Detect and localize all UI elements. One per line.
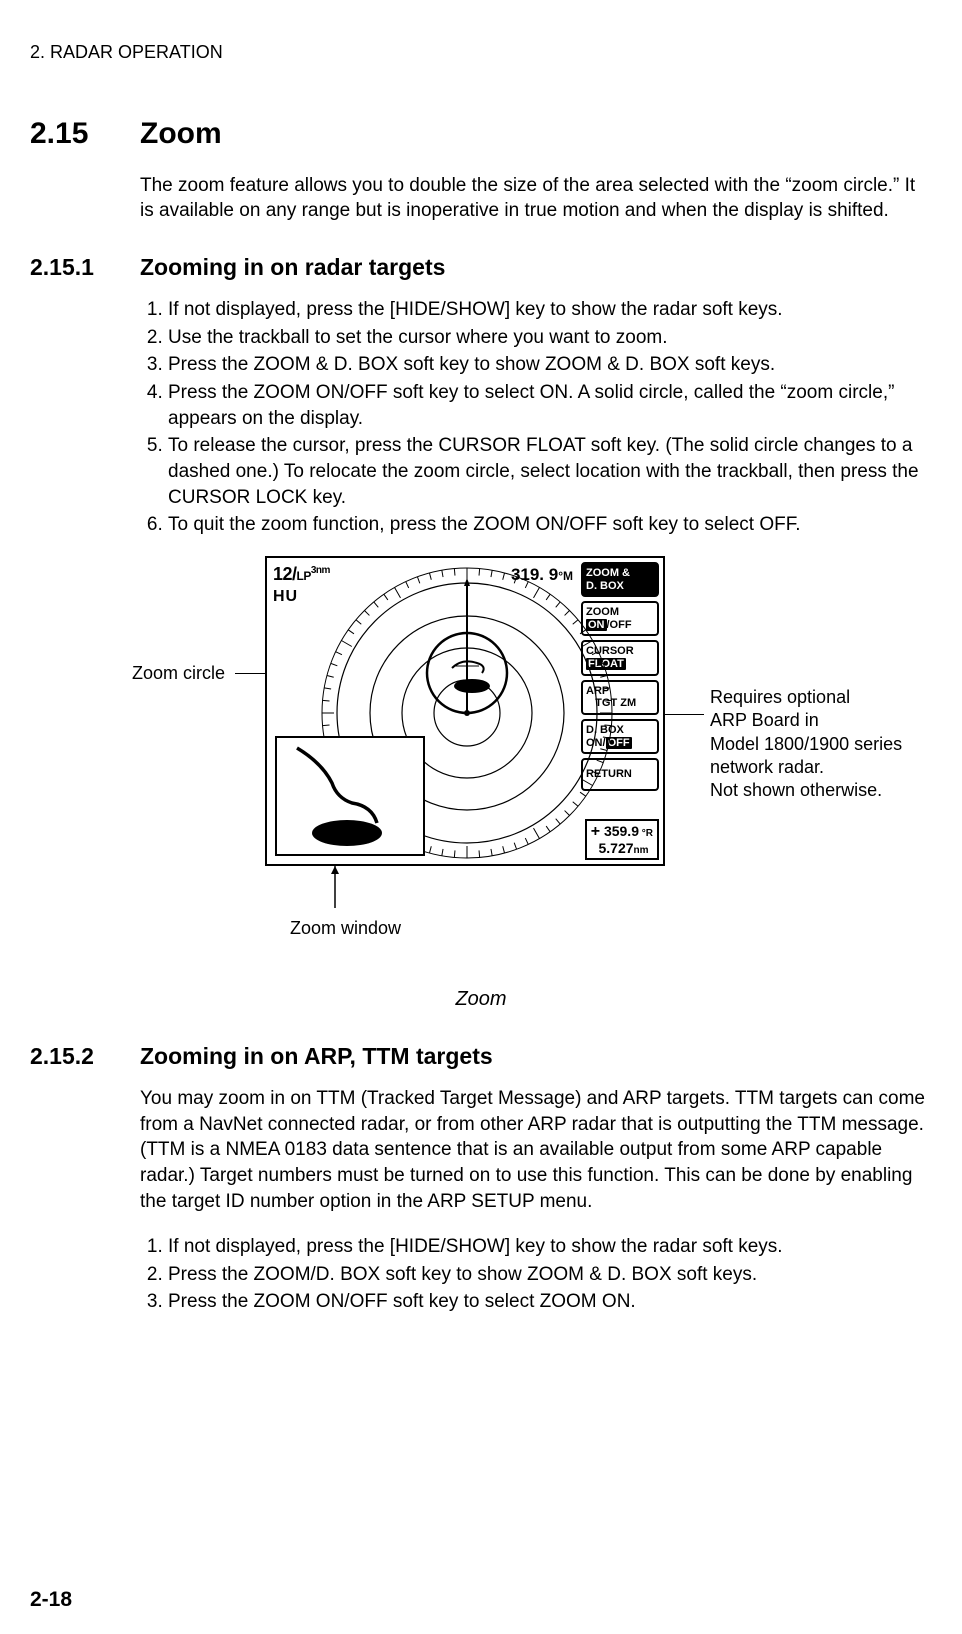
section-number: 2.15 bbox=[30, 114, 140, 155]
subsection-1-title: Zooming in on radar targets bbox=[140, 252, 445, 283]
list-item: Press the ZOOM/D. BOX soft key to show Z… bbox=[168, 1262, 932, 1288]
radar-display: 12/LP3nm HU 319. 9°M ZOOM & D. BOX ZOOM … bbox=[265, 556, 665, 866]
section-heading: 2.15 Zoom bbox=[30, 114, 932, 155]
procedure-list-2: If not displayed, press the [HIDE/SHOW] … bbox=[140, 1234, 932, 1315]
chapter-header: 2. RADAR OPERATION bbox=[30, 40, 932, 64]
procedure-list-1: If not displayed, press the [HIDE/SHOW] … bbox=[140, 297, 932, 538]
list-item: Press the ZOOM & D. BOX soft key to show… bbox=[168, 352, 932, 378]
callout-zoom-window: Zoom window bbox=[290, 916, 401, 940]
subsection-2-number: 2.15.2 bbox=[30, 1041, 140, 1072]
radar-wrap: 12/LP3nm HU 319. 9°M ZOOM & D. BOX ZOOM … bbox=[265, 556, 725, 916]
list-item: Use the trackball to set the cursor wher… bbox=[168, 325, 932, 351]
zoom-window-svg bbox=[277, 738, 423, 854]
page-number: 2-18 bbox=[30, 1586, 72, 1614]
list-item: To quit the zoom function, press the ZOO… bbox=[168, 512, 932, 538]
intro-paragraph: The zoom feature allows you to double th… bbox=[140, 173, 932, 224]
subsection-2-heading: 2.15.2 Zooming in on ARP, TTM targets bbox=[30, 1041, 932, 1072]
callout-line bbox=[664, 714, 704, 716]
subsection-2-title: Zooming in on ARP, TTM targets bbox=[140, 1041, 493, 1072]
list-item: If not displayed, press the [HIDE/SHOW] … bbox=[168, 1234, 932, 1260]
arrow-icon bbox=[325, 866, 345, 916]
zoom-window bbox=[275, 736, 425, 856]
figure-caption: Zoom bbox=[30, 986, 932, 1013]
list-item: Press the ZOOM ON/OFF soft key to select… bbox=[168, 380, 932, 431]
body-paragraph-2: You may zoom in on TTM (Tracked Target M… bbox=[140, 1086, 932, 1214]
subsection-1-number: 2.15.1 bbox=[30, 252, 140, 283]
callout-zoom-circle: Zoom circle bbox=[132, 661, 225, 685]
zoom-figure: Zoom circle 12/LP3nm HU 319. 9°M ZOOM & … bbox=[30, 556, 932, 976]
callout-arp-note: Requires optional ARP Board in Model 180… bbox=[710, 686, 902, 803]
section-title: Zoom bbox=[140, 114, 222, 155]
list-item: To release the cursor, press the CURSOR … bbox=[168, 433, 932, 510]
subsection-1-heading: 2.15.1 Zooming in on radar targets bbox=[30, 252, 932, 283]
list-item: If not displayed, press the [HIDE/SHOW] … bbox=[168, 297, 932, 323]
list-item: Press the ZOOM ON/OFF soft key to select… bbox=[168, 1289, 932, 1315]
